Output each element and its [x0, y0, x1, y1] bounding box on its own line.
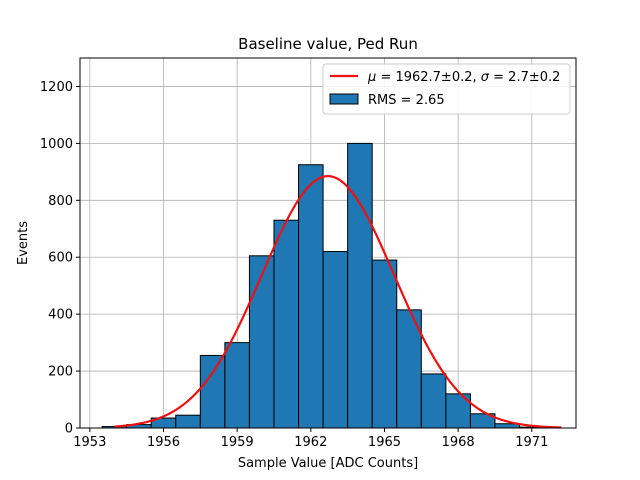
legend-box — [322, 63, 571, 115]
y-tick-label: 200 — [48, 365, 73, 380]
legend: μ = 1962.7±0.2, σ = 2.7±0.2 RMS = 2.65 — [322, 63, 571, 115]
y-tick-label: 800 — [48, 194, 73, 209]
x-tick-label: 1962 — [294, 435, 327, 450]
histogram-bar — [322, 251, 349, 429]
histogram-bar — [396, 309, 422, 429]
chart-title: Baseline value, Ped Run — [238, 35, 418, 53]
legend-sigma-value: = 2.7±0.2 — [489, 70, 560, 85]
plot-frame — [79, 57, 577, 429]
x-tick-label: 1953 — [73, 435, 106, 450]
histogram-bar — [371, 259, 398, 429]
legend-mu-symbol: μ — [367, 70, 376, 85]
y-axis-title: Events — [16, 221, 31, 265]
x-tick-label: 1956 — [147, 435, 180, 450]
histogram-bar — [420, 373, 447, 429]
histogram-bar — [273, 219, 300, 429]
x-tick-label: 1968 — [442, 435, 475, 450]
x-tick-label: 1965 — [368, 435, 401, 450]
x-tick-label: 1971 — [515, 435, 548, 450]
legend-sigma-symbol: σ — [481, 70, 490, 85]
histogram-bar — [199, 354, 226, 429]
histogram-bar — [298, 164, 324, 429]
y-axis-ticks: 0 200 400 600 800 1000 1200 — [40, 80, 80, 437]
y-tick-label: 1200 — [40, 80, 73, 95]
y-tick-label: 0 — [65, 422, 73, 437]
legend-histogram-swatch — [329, 93, 359, 105]
histogram-bar — [175, 414, 201, 429]
legend-fit-label: μ = 1962.7±0.2, σ = 2.7±0.2 — [367, 70, 560, 85]
x-axis-title: Sample Value [ADC Counts] — [238, 456, 418, 471]
y-tick-label: 600 — [48, 251, 73, 266]
legend-mu-value: = 1962.7±0.2, — [376, 70, 480, 85]
histogram-bar — [224, 342, 250, 429]
legend-histogram-label: RMS = 2.65 — [368, 93, 445, 108]
gaussian-fit-curve — [114, 175, 562, 429]
histogram-bar — [248, 255, 275, 429]
x-tick-label: 1959 — [221, 435, 254, 450]
histogram-bar — [347, 142, 373, 429]
x-axis-ticks: 1953 1956 1959 1962 1965 1968 1971 — [73, 428, 548, 450]
y-tick-label: 400 — [48, 308, 73, 323]
y-tick-label: 1000 — [40, 137, 73, 152]
